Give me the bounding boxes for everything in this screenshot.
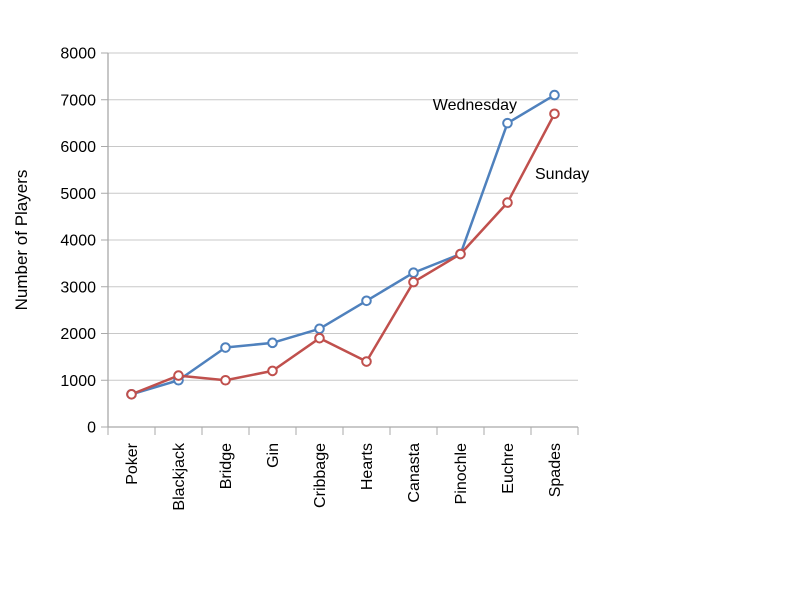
data-point-marker-sunday — [126, 388, 137, 400]
series-line-wednesday — [130, 93, 556, 396]
y-tick-label: 8000 — [60, 46, 96, 63]
data-point-marker-wednesday — [502, 117, 513, 129]
data-point-marker-sunday — [220, 374, 231, 386]
y-axis-title: Number of Players — [12, 170, 31, 311]
data-point-marker-wednesday — [549, 89, 560, 101]
data-point-marker-wednesday — [314, 323, 325, 335]
data-point-marker-wednesday — [408, 267, 419, 279]
x-category-label: Hearts — [359, 443, 376, 490]
x-category-label: Euchre — [500, 443, 517, 494]
series-label-sunday: Sunday — [535, 166, 589, 183]
y-tick-label: 5000 — [60, 186, 96, 203]
x-category-label: Poker — [124, 442, 141, 484]
y-tick-label: 1000 — [60, 373, 96, 390]
data-point-marker-sunday — [361, 356, 372, 367]
data-point-marker-sunday — [408, 276, 419, 288]
data-point-marker-sunday — [314, 332, 325, 344]
x-category-label: Bridge — [218, 443, 235, 489]
y-tick-label: 6000 — [60, 139, 96, 156]
x-category-label: Gin — [265, 443, 282, 468]
x-category-label: Canasta — [406, 443, 423, 503]
data-point-marker-sunday — [455, 248, 466, 260]
x-category-label: Cribbage — [312, 443, 329, 508]
data-point-marker-wednesday — [361, 295, 372, 307]
data-point-marker-sunday — [549, 108, 560, 120]
y-tick-label: 3000 — [60, 279, 96, 296]
y-tick-label: 4000 — [60, 233, 96, 250]
y-tick-label: 0 — [87, 420, 96, 437]
x-category-label: Blackjack — [171, 442, 188, 511]
x-category-label: Pinochle — [453, 443, 470, 504]
series-line-sunday — [130, 112, 556, 396]
data-point-marker-wednesday — [220, 342, 231, 353]
data-point-marker-wednesday — [267, 337, 278, 349]
y-tick-label: 2000 — [60, 326, 96, 343]
data-point-marker-sunday — [267, 365, 278, 377]
series-label-wednesday: Wednesday — [433, 97, 517, 114]
data-point-marker-sunday — [173, 370, 184, 381]
data-point-marker-sunday — [502, 197, 513, 208]
y-tick-label: 7000 — [60, 92, 96, 109]
x-category-label: Spades — [547, 443, 564, 497]
